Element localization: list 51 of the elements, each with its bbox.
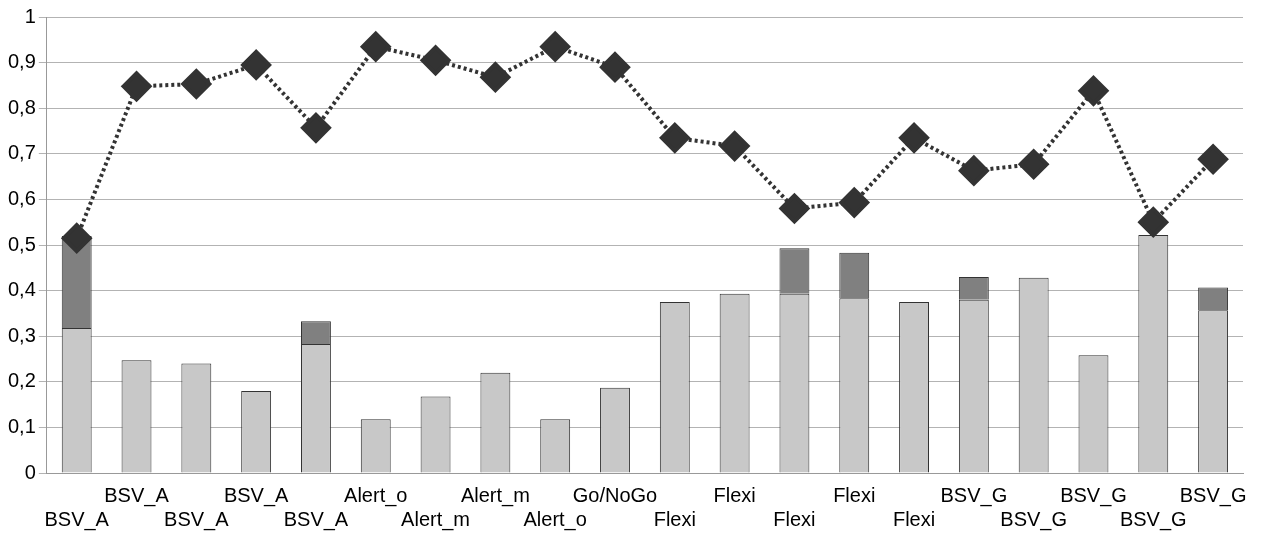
- x-tick-label: BSV_G: [1000, 507, 1068, 531]
- point: [1138, 207, 1169, 238]
- x-tick-label: BSV_G: [1179, 483, 1247, 507]
- point: [839, 187, 870, 218]
- point: [899, 122, 930, 153]
- y-tick-label: 0,3: [7, 323, 36, 346]
- x-tick-label: BSV_A: [104, 483, 170, 507]
- point: [1078, 75, 1109, 106]
- y-tick-label: 0,9: [7, 50, 36, 73]
- point: [659, 122, 690, 153]
- x-tick-label: Flexi: [892, 507, 936, 530]
- y-tick-label: 0,6: [7, 186, 36, 209]
- x-tick-label: Flexi: [653, 507, 696, 530]
- x-tick-label: BSV_A: [44, 507, 110, 531]
- x-tick-label: Flexi: [713, 483, 756, 506]
- x-tick-label: BSV_G: [1119, 507, 1187, 531]
- y-tick-label: 0,5: [7, 232, 36, 255]
- y-tick-label: 0: [24, 460, 36, 483]
- x-tick-label: Alert_o: [344, 483, 408, 507]
- x-tick-label: Alert_o: [523, 507, 587, 531]
- y-tick-label: 0,8: [7, 95, 36, 118]
- point: [600, 52, 630, 83]
- x-tick-label: BSV_A: [283, 507, 349, 531]
- point: [420, 45, 451, 76]
- x-tick-label: Go/NoGo: [572, 483, 658, 506]
- y-tick-label: 0,7: [7, 141, 36, 164]
- x-tick-label: BSV_G: [940, 483, 1008, 507]
- point: [719, 131, 750, 162]
- x-tick-label: Flexi: [833, 483, 876, 506]
- x-tick-label: Alert_m: [460, 483, 530, 507]
- y-tick-label: 0,1: [7, 414, 36, 437]
- x-tick-label: BSV_A: [164, 507, 230, 531]
- x-tick-label: Alert_m: [401, 507, 471, 531]
- point: [241, 49, 272, 80]
- y-tick-label: 1: [24, 4, 36, 27]
- y-tick-label: 0,2: [7, 369, 36, 392]
- x-tick-label: BSV_G: [1060, 483, 1127, 507]
- point: [61, 223, 92, 254]
- point: [360, 31, 391, 62]
- point: [779, 193, 810, 224]
- x-tick-label: Flexi: [773, 507, 816, 530]
- point: [1198, 144, 1229, 175]
- point: [181, 69, 212, 100]
- y-tick-label: 0,4: [7, 278, 36, 301]
- point: [1018, 149, 1049, 180]
- x-tick-label: BSV_A: [223, 483, 290, 507]
- point: [121, 71, 152, 102]
- point: [300, 112, 331, 143]
- point: [540, 31, 571, 62]
- point: [480, 62, 511, 93]
- point: [958, 155, 989, 186]
